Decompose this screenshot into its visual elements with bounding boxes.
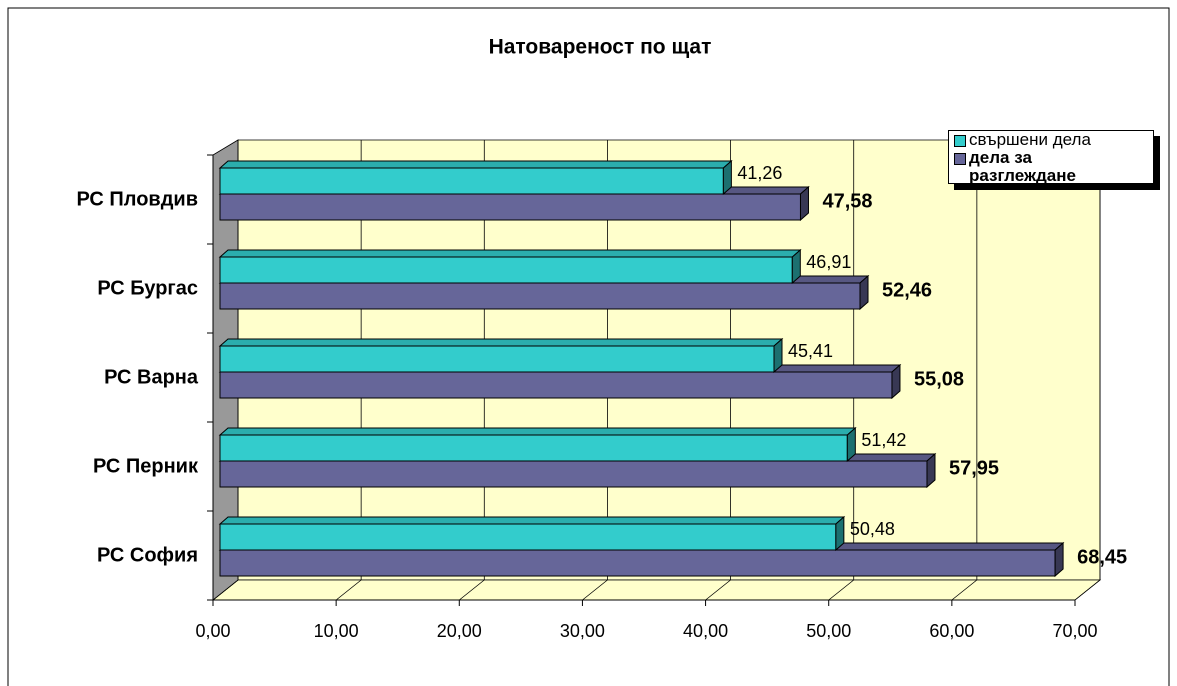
legend-entry: свършени дела [949, 131, 1153, 149]
bar-end [859, 274, 869, 311]
floor-grid-line [212, 579, 239, 601]
legend: свършени дела дела за разглеждане [948, 130, 1154, 185]
data-label: 47,58 [822, 190, 872, 212]
legend-swatch [954, 135, 966, 147]
x-tick-label: 40,00 [683, 621, 728, 641]
bar [219, 167, 724, 195]
data-label: 68,45 [1077, 546, 1127, 568]
x-tick-label: 20,00 [437, 621, 482, 641]
legend-label: дела за разглеждане [969, 148, 1076, 185]
legend-swatch [954, 153, 966, 165]
legend-label: свършени дела [969, 130, 1091, 149]
x-tick-label: 70,00 [1052, 621, 1097, 641]
y-tick-label: РС Бургас [97, 277, 198, 299]
bar-end [791, 248, 801, 285]
data-label: 46,91 [806, 252, 851, 272]
x-tick-label: 30,00 [560, 621, 605, 641]
bar-end [1054, 541, 1064, 578]
bar [219, 434, 848, 462]
bar-end [835, 515, 845, 552]
chart-title: Натовареност по щат [489, 36, 712, 59]
bar-top [218, 516, 846, 525]
x-tick-label: 50,00 [806, 621, 851, 641]
floor-grid-line [705, 579, 731, 601]
bar [219, 460, 928, 488]
data-label: 50,48 [850, 519, 895, 539]
floor-grid-line [582, 579, 608, 601]
bar-top [218, 160, 733, 169]
x-tick-label: 0,00 [195, 621, 230, 641]
bar [219, 345, 775, 373]
bar [219, 549, 1056, 577]
bar-end [799, 185, 809, 222]
bar [219, 523, 837, 551]
bar-top [218, 249, 802, 258]
bar [219, 371, 893, 399]
bar [219, 256, 793, 284]
floor-grid-line [951, 579, 978, 601]
data-label: 52,46 [882, 279, 932, 301]
data-label: 55,08 [914, 368, 964, 390]
bar-end [722, 159, 732, 196]
x-tick-label: 60,00 [929, 621, 974, 641]
bar-top [218, 427, 857, 436]
y-tick-label: РС Пловдив [77, 188, 198, 210]
chart-frame [7, 7, 1170, 686]
floor-grid-line [459, 579, 485, 601]
data-label: 45,41 [788, 341, 833, 361]
bar-end [891, 363, 901, 400]
floor-grid-line [828, 579, 854, 601]
data-label: 57,95 [949, 457, 999, 479]
data-label: 51,42 [861, 430, 906, 450]
bar-end [926, 452, 936, 489]
floor [211, 579, 1102, 601]
floor-grid-line [1074, 579, 1101, 601]
bar-top [218, 338, 784, 347]
y-tick-label: РС София [97, 544, 198, 566]
bar [219, 282, 861, 310]
y-tick-label: РС Варна [104, 366, 199, 388]
y-tick-label: РС Перник [93, 455, 199, 477]
floor-grid-line [335, 579, 362, 601]
bar [219, 193, 801, 221]
data-label: 41,26 [737, 163, 782, 183]
legend-entry: дела за разглеждане [949, 149, 1153, 185]
x-tick-label: 10,00 [314, 621, 359, 641]
bar-end [773, 337, 783, 374]
bar-end [846, 426, 856, 463]
